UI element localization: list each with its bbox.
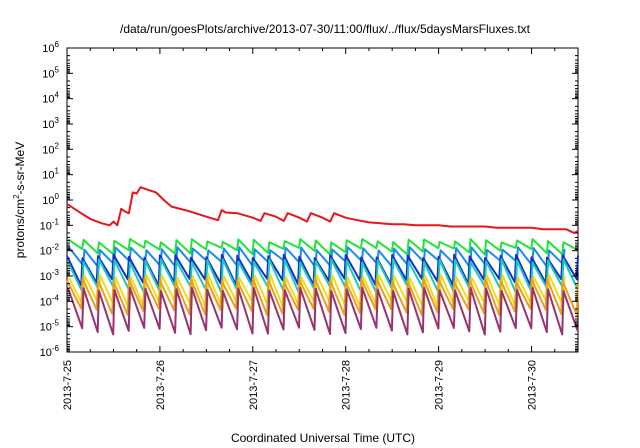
y-tick-base: 10 — [42, 170, 54, 182]
y-axis-label-part: protons/cm — [13, 199, 27, 258]
y-tick-exponent: -3 — [52, 268, 60, 277]
x-tick-label: 2013-7-28 — [341, 360, 353, 410]
y-axis-label-part: -s-sr-MeV — [13, 142, 27, 195]
y-tick-label: 102 — [42, 141, 59, 156]
y-ticks: 10610510410310210110010-110-210-310-410-… — [40, 40, 578, 359]
series-line — [66, 186, 579, 234]
y-tick-exponent: -2 — [52, 243, 60, 252]
y-tick-base: 10 — [40, 271, 52, 283]
y-tick-base: 10 — [40, 347, 52, 359]
y-tick-base: 10 — [42, 68, 54, 80]
x-axis-label: Coordinated Universal Time (UTC) — [231, 431, 415, 445]
y-tick-base: 10 — [42, 195, 54, 207]
x-ticks: 2013-7-25 2013-7-26 2013-7-27 2013-7-28 2013… — [62, 48, 579, 410]
y-tick-base: 10 — [42, 144, 54, 156]
series-line — [66, 277, 579, 317]
y-tick-exponent: 6 — [55, 40, 60, 49]
y-tick-base: 10 — [40, 322, 52, 334]
x-tick-label: 2013-7-27 — [248, 360, 260, 410]
chart-title: /data/run/goesPlots/archive/2013-07-30/1… — [120, 22, 531, 36]
y-tick-exponent: 4 — [55, 91, 60, 100]
y-tick-base: 10 — [42, 43, 54, 55]
series-line — [67, 258, 579, 295]
y-tick-exponent: -6 — [52, 344, 60, 353]
x-tick-label: 2013-7-29 — [434, 360, 446, 410]
y-axis-label: protons/cm2-s-sr-MeV — [12, 142, 27, 258]
y-tick-base: 10 — [40, 220, 52, 232]
x-tick-label: 2013-7-26 — [155, 360, 167, 410]
y-tick-label: 101 — [42, 167, 59, 182]
series-line — [67, 238, 579, 256]
y-tick-label: 10-2 — [40, 243, 60, 258]
y-tick-label: 106 — [42, 40, 59, 55]
y-tick-label: 10-4 — [40, 293, 60, 308]
y-tick-exponent: 1 — [55, 167, 60, 176]
plot-area: 10610510410310210110010-110-210-310-410-… — [40, 40, 579, 410]
x-tick-label: 2013-7-30 — [527, 360, 539, 410]
y-tick-label: 10-6 — [40, 344, 60, 359]
x-tick-label: 2013-7-25 — [62, 360, 74, 410]
y-tick-label: 105 — [42, 65, 59, 80]
y-tick-exponent: 2 — [55, 141, 60, 150]
y-tick-exponent: 5 — [55, 65, 60, 74]
y-axis-label-superscript: 2 — [12, 194, 21, 199]
y-tick-label: 10-1 — [40, 217, 60, 232]
y-tick-base: 10 — [40, 246, 52, 258]
y-tick-base: 10 — [42, 94, 54, 106]
series-layer — [66, 186, 579, 336]
y-tick-label: 100 — [42, 192, 59, 207]
y-tick-exponent: 3 — [55, 116, 60, 125]
y-tick-exponent: -4 — [52, 293, 60, 302]
y-tick-exponent: -1 — [52, 217, 60, 226]
y-tick-label: 10-3 — [40, 268, 60, 283]
y-tick-exponent: -5 — [52, 319, 60, 328]
y-tick-exponent: 0 — [55, 192, 60, 201]
series-line — [67, 286, 579, 336]
y-tick-base: 10 — [42, 119, 54, 131]
y-tick-label: 10-5 — [40, 319, 60, 334]
y-tick-label: 103 — [42, 116, 59, 131]
y-tick-base: 10 — [40, 296, 52, 308]
y-tick-label: 104 — [42, 91, 59, 106]
